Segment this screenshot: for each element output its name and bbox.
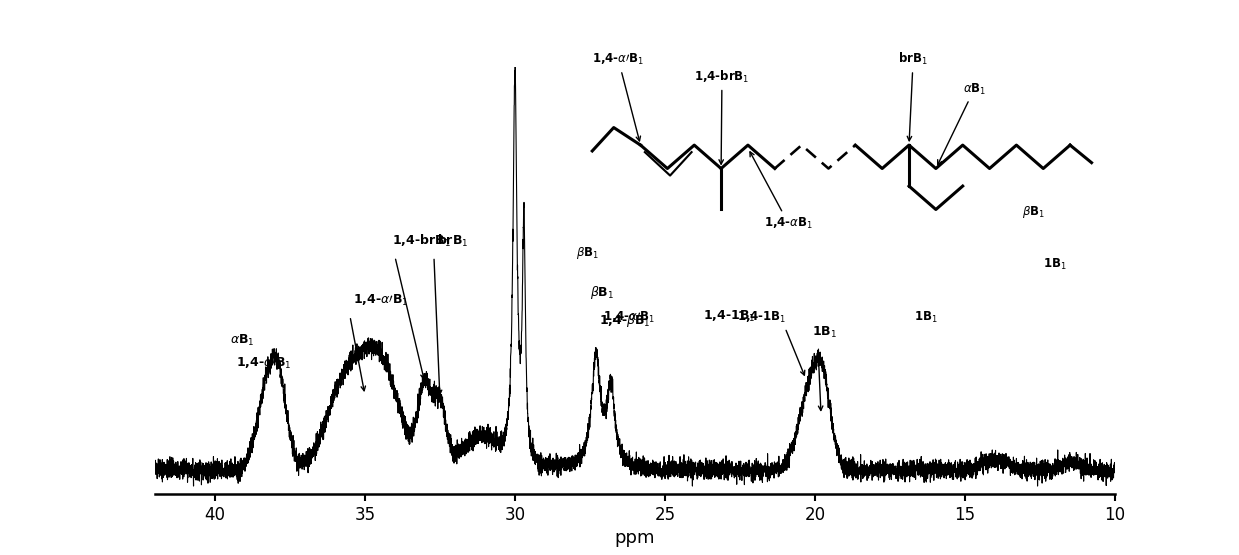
Text: 1,4-brB$_1$: 1,4-brB$_1$ [392, 233, 451, 249]
Text: 1,4-$\beta$B$_1$: 1,4-$\beta$B$_1$ [598, 312, 650, 329]
Text: 1,4-$\alpha\prime$B$_1$: 1,4-$\alpha\prime$B$_1$ [603, 310, 655, 325]
Text: brB$_1$: brB$_1$ [898, 51, 928, 141]
Text: 1B$_1$: 1B$_1$ [914, 310, 938, 325]
Text: 1,4-brB$_1$: 1,4-brB$_1$ [694, 69, 750, 164]
Text: $\beta$B$_1$: $\beta$B$_1$ [576, 245, 600, 261]
Text: $\beta$B$_1$: $\beta$B$_1$ [590, 284, 615, 301]
Text: 1,4-$\alpha\prime$B$_1$: 1,4-$\alpha\prime$B$_1$ [353, 293, 409, 308]
Text: 1,4-$\alpha\prime$B$_1$: 1,4-$\alpha\prime$B$_1$ [592, 52, 644, 141]
Text: $\beta$B$_1$: $\beta$B$_1$ [1022, 204, 1044, 220]
Text: 1,4-$\alpha\prime$B$_1$: 1,4-$\alpha\prime$B$_1$ [235, 356, 291, 371]
Text: 1B$_1$: 1B$_1$ [1043, 257, 1067, 272]
Text: 1,4-1B$_1$: 1,4-1B$_1$ [703, 309, 755, 324]
X-axis label: ppm: ppm [615, 529, 655, 547]
Text: brB$_1$: brB$_1$ [437, 233, 468, 249]
Text: $\alpha$B$_1$: $\alpha$B$_1$ [230, 332, 254, 347]
Text: 1,4-1B$_1$: 1,4-1B$_1$ [737, 310, 787, 325]
Text: $\alpha$B$_1$: $\alpha$B$_1$ [938, 82, 986, 165]
Text: 1,4-$\alpha$B$_1$: 1,4-$\alpha$B$_1$ [750, 152, 813, 231]
Text: 1B$_1$: 1B$_1$ [812, 325, 838, 340]
